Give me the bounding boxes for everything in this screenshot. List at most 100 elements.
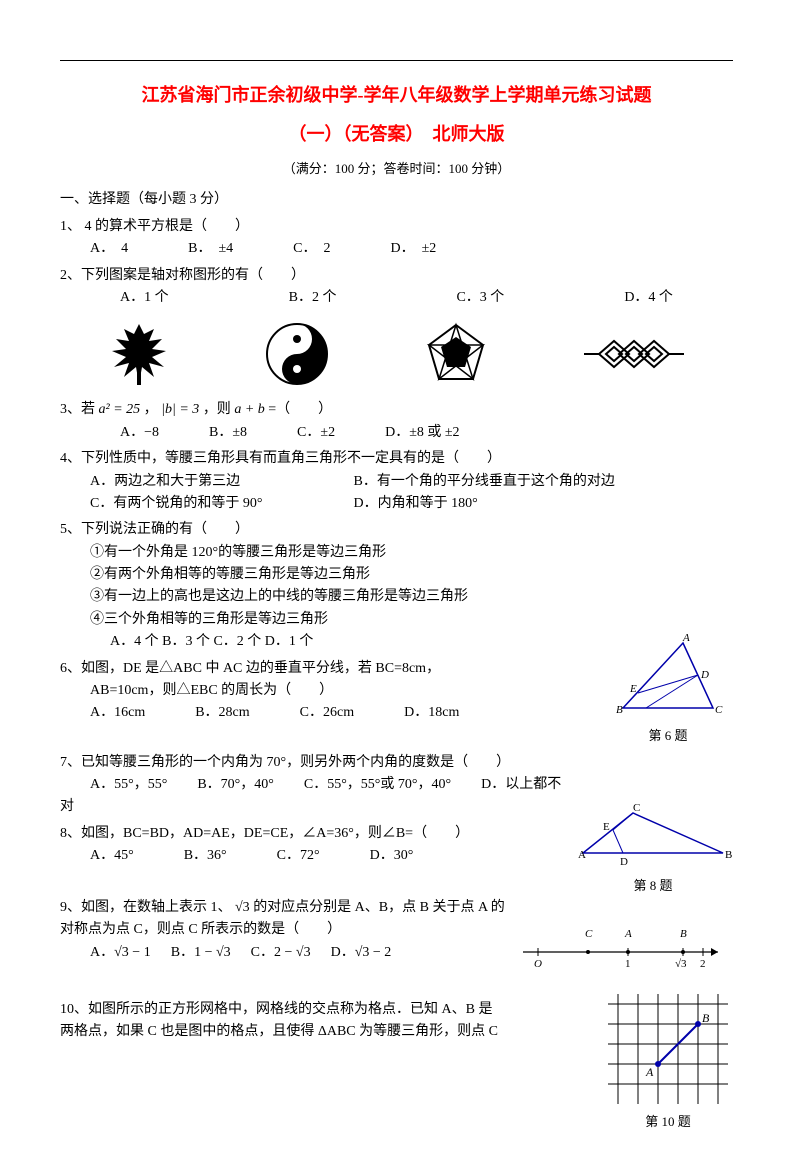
- q8-opt-a: A．45°: [90, 845, 134, 867]
- q2-opt-c: C．3 个: [456, 287, 504, 309]
- q7-opt-c: C．55°，55°或 70°，40°: [304, 774, 451, 796]
- q4-opt-c: C．有两个锐角的和等于 90°: [90, 493, 350, 515]
- q7-opt-b: B．70°，40°: [197, 774, 274, 796]
- q8-opt-d: D．30°: [370, 845, 414, 867]
- q9-line1-post: 的对应点分别是 A、B，点 B 关于点 A 的: [253, 900, 505, 915]
- q5-s2: ②有两个外角相等的等腰三角形是等边三角形: [90, 564, 733, 586]
- q5-s1: ①有一个外角是 120°的等腰三角形是等边三角形: [90, 542, 733, 564]
- question-7-text: 7、已知等腰三角形的一个内角为 70°，则另外两个内角的度数是（ ）: [60, 752, 733, 774]
- question-10: A B 第 10 题 10、如图所示的正方形网格中，网格线的交点称为格点．已知 …: [60, 999, 733, 1119]
- svg-text:D: D: [700, 669, 709, 681]
- page-title: 江苏省海门市正余初级中学-学年八年级数学上学期单元练习试题: [60, 81, 733, 110]
- q8-opt-b: B．36°: [184, 845, 227, 867]
- q3-opt-c: C．±2: [297, 422, 335, 444]
- q3-tail: =（ ）: [268, 402, 332, 417]
- question-9: C A B O 1 √3 2 9、如图，在数轴上表示 1、 √3 的对应点分别是…: [60, 897, 733, 987]
- top-rule: [60, 60, 733, 61]
- q6-opt-a: A．16cm: [90, 702, 145, 724]
- q9-d-math: √3 − 2: [355, 945, 392, 960]
- q9-c-math: 2 − √3: [274, 945, 311, 960]
- svg-text:B: B: [680, 928, 687, 940]
- q3-mid2: ，则: [203, 402, 235, 417]
- q9-a-pre: A．: [90, 945, 114, 960]
- question-1-text: 1、 4 的算术平方根是（ ）: [60, 216, 733, 238]
- q5-s3: ③有一边上的高也是这边上的中线的等腰三角形是等边三角形: [90, 586, 733, 608]
- q6-opt-d: D．18cm: [404, 702, 459, 724]
- question-6: A B C D E 第 6 题 6、如图，DE 是△ABC 中 AC 边的垂直平…: [60, 658, 733, 748]
- q9-number-line: C A B O 1 √3 2: [518, 922, 728, 972]
- q3-formula-b: |b| = 3: [161, 402, 199, 417]
- q2-opt-d: D．4 个: [624, 287, 673, 309]
- q6-triangle-figure: A B C D E: [608, 638, 728, 718]
- q2-opt-a: A．1 个: [120, 287, 169, 309]
- q9-b-pre: B．: [171, 945, 194, 960]
- question-2-text: 2、下列图案是轴对称图形的有（ ）: [60, 265, 733, 287]
- q9-c-pre: C．: [251, 945, 274, 960]
- q6-opt-c: C．26cm: [300, 702, 354, 724]
- svg-text:A: A: [578, 849, 586, 861]
- svg-text:A: A: [624, 928, 632, 940]
- question-5: 5、下列说法正确的有（ ） ①有一个外角是 120°的等腰三角形是等边三角形 ②…: [60, 519, 733, 653]
- q3-opt-b: B．±8: [209, 422, 247, 444]
- q8-triangle-figure: A B C D E: [578, 808, 728, 868]
- svg-text:C: C: [585, 928, 593, 940]
- q5-s4: ④三个外角相等的三角形是等边三角形: [90, 609, 733, 631]
- svg-text:2: 2: [700, 958, 706, 970]
- q9-line1-sqrt: √3: [235, 900, 250, 915]
- q3-formula-ab: a + b: [234, 402, 264, 417]
- svg-text:D: D: [620, 856, 628, 868]
- q8-opt-c: C．72°: [277, 845, 320, 867]
- pentagon-icon: [421, 319, 491, 389]
- q3-formula-a2: a² = 25: [99, 402, 141, 417]
- q7-opt-a: A．55°，55°: [90, 774, 167, 796]
- svg-text:A: A: [682, 632, 690, 644]
- q9-b-math: 1 − √3: [194, 945, 231, 960]
- q8-caption: 第 8 题: [573, 876, 733, 897]
- svg-text:E: E: [629, 683, 637, 695]
- q10-caption: 第 10 题: [603, 1112, 733, 1133]
- svg-text:E: E: [603, 821, 610, 833]
- exam-info: （满分：100 分；答卷时间：100 分钟）: [60, 159, 733, 180]
- q3-opt-d: D．±8 或 ±2: [385, 422, 459, 444]
- svg-text:B: B: [616, 704, 623, 716]
- question-4-text: 4、下列性质中，等腰三角形具有而直角三角形不一定具有的是（ ）: [60, 448, 733, 470]
- diamond-pattern-icon: [579, 329, 689, 379]
- q4-opt-b: B．有一个角的平分线垂直于这个角的对边: [354, 474, 615, 489]
- q6-caption: 第 6 题: [603, 726, 733, 747]
- q3-prefix: 3、若: [60, 402, 99, 417]
- question-5-text: 5、下列说法正确的有（ ）: [60, 519, 733, 541]
- question-2: 2、下列图案是轴对称图形的有（ ） A．1 个 B．2 个 C．3 个 D．4 …: [60, 265, 733, 390]
- svg-text:C: C: [715, 704, 723, 716]
- q9-a-math: √3 − 1: [114, 945, 151, 960]
- q1-opt-a: A． 4: [90, 238, 128, 260]
- question-8: A B C D E 第 8 题 8、如图，BC=BD，AD=AE，DE=CE，∠…: [60, 823, 733, 893]
- q9-line1-pre: 9、如图，在数轴上表示 1、: [60, 900, 232, 915]
- q2-opt-b: B．2 个: [289, 287, 337, 309]
- q1-opt-b: B． ±4: [188, 238, 233, 260]
- q3-mid: ，: [144, 402, 158, 417]
- question-3: 3、若 a² = 25 ， |b| = 3 ，则 a + b =（ ） A．−8…: [60, 399, 733, 444]
- q1-opt-c: C． 2: [293, 238, 330, 260]
- page-subtitle: （一）（无答案） 北师大版: [60, 120, 733, 149]
- svg-text:O: O: [534, 958, 542, 970]
- svg-text:√3: √3: [675, 958, 687, 970]
- svg-text:B: B: [725, 849, 732, 861]
- svg-text:A: A: [645, 1065, 654, 1079]
- svg-text:B: B: [702, 1011, 710, 1025]
- yinyang-icon: [262, 319, 332, 389]
- q4-opt-a: A．两边之和大于第三边: [90, 471, 350, 493]
- question-1: 1、 4 的算术平方根是（ ） A． 4 B． ±4 C． 2 D． ±2: [60, 216, 733, 261]
- q2-figures: [60, 319, 733, 389]
- leaf-icon: [104, 319, 174, 389]
- q3-opt-a: A．−8: [120, 422, 159, 444]
- question-4: 4、下列性质中，等腰三角形具有而直角三角形不一定具有的是（ ） A．两边之和大于…: [60, 448, 733, 515]
- q7-opt-d: D．以上都不: [481, 774, 561, 796]
- q1-opt-d: D． ±2: [391, 238, 437, 260]
- svg-text:C: C: [633, 802, 640, 814]
- q4-opt-d: D．内角和等于 180°: [354, 496, 478, 511]
- svg-text:1: 1: [625, 958, 631, 970]
- q9-d-pre: D．: [331, 945, 355, 960]
- q10-grid-figure: A B: [608, 994, 728, 1104]
- section-1-heading: 一、选择题（每小题 3 分）: [60, 189, 733, 211]
- q6-opt-b: B．28cm: [195, 702, 249, 724]
